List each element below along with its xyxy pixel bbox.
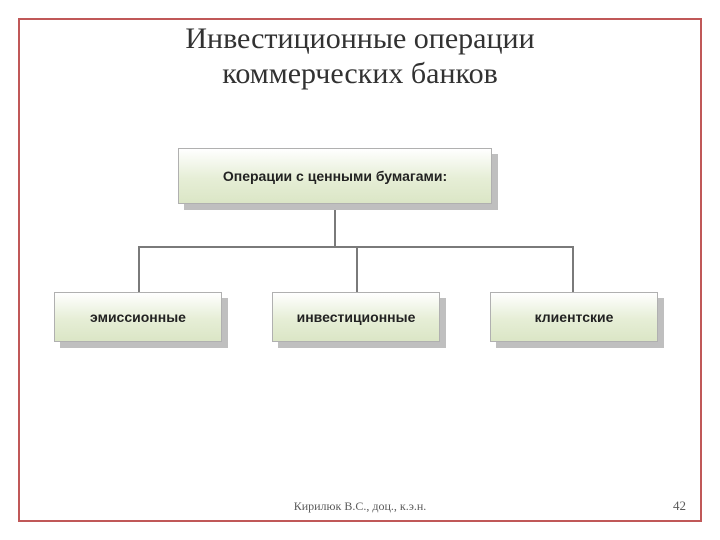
parent-box: Операции с ценными бумагами: [178, 148, 492, 204]
child1-box: эмиссионные [54, 292, 222, 342]
slide-title: Инвестиционные операции коммерческих бан… [0, 22, 720, 91]
connector-drop-3 [572, 246, 574, 292]
child3-box: клиентские [490, 292, 658, 342]
child2-label: инвестиционные [297, 309, 416, 325]
child2-box: инвестиционные [272, 292, 440, 342]
connector-parent-stub [334, 204, 336, 248]
org-chart: Операции с ценными бумагами: эмиссионные… [0, 146, 720, 366]
parent-box-label: Операции с ценными бумагами: [223, 168, 447, 184]
child1-label: эмиссионные [90, 309, 186, 325]
footer-author: Кирилюк В.С., доц., к.э.н. [0, 499, 720, 514]
child3-label: клиентские [535, 309, 614, 325]
connector-drop-1 [138, 246, 140, 292]
connector-drop-2 [356, 246, 358, 292]
title-line2: коммерческих банков [222, 57, 497, 90]
title-line1: Инвестиционные операции [185, 22, 534, 55]
page-number: 42 [673, 498, 686, 514]
